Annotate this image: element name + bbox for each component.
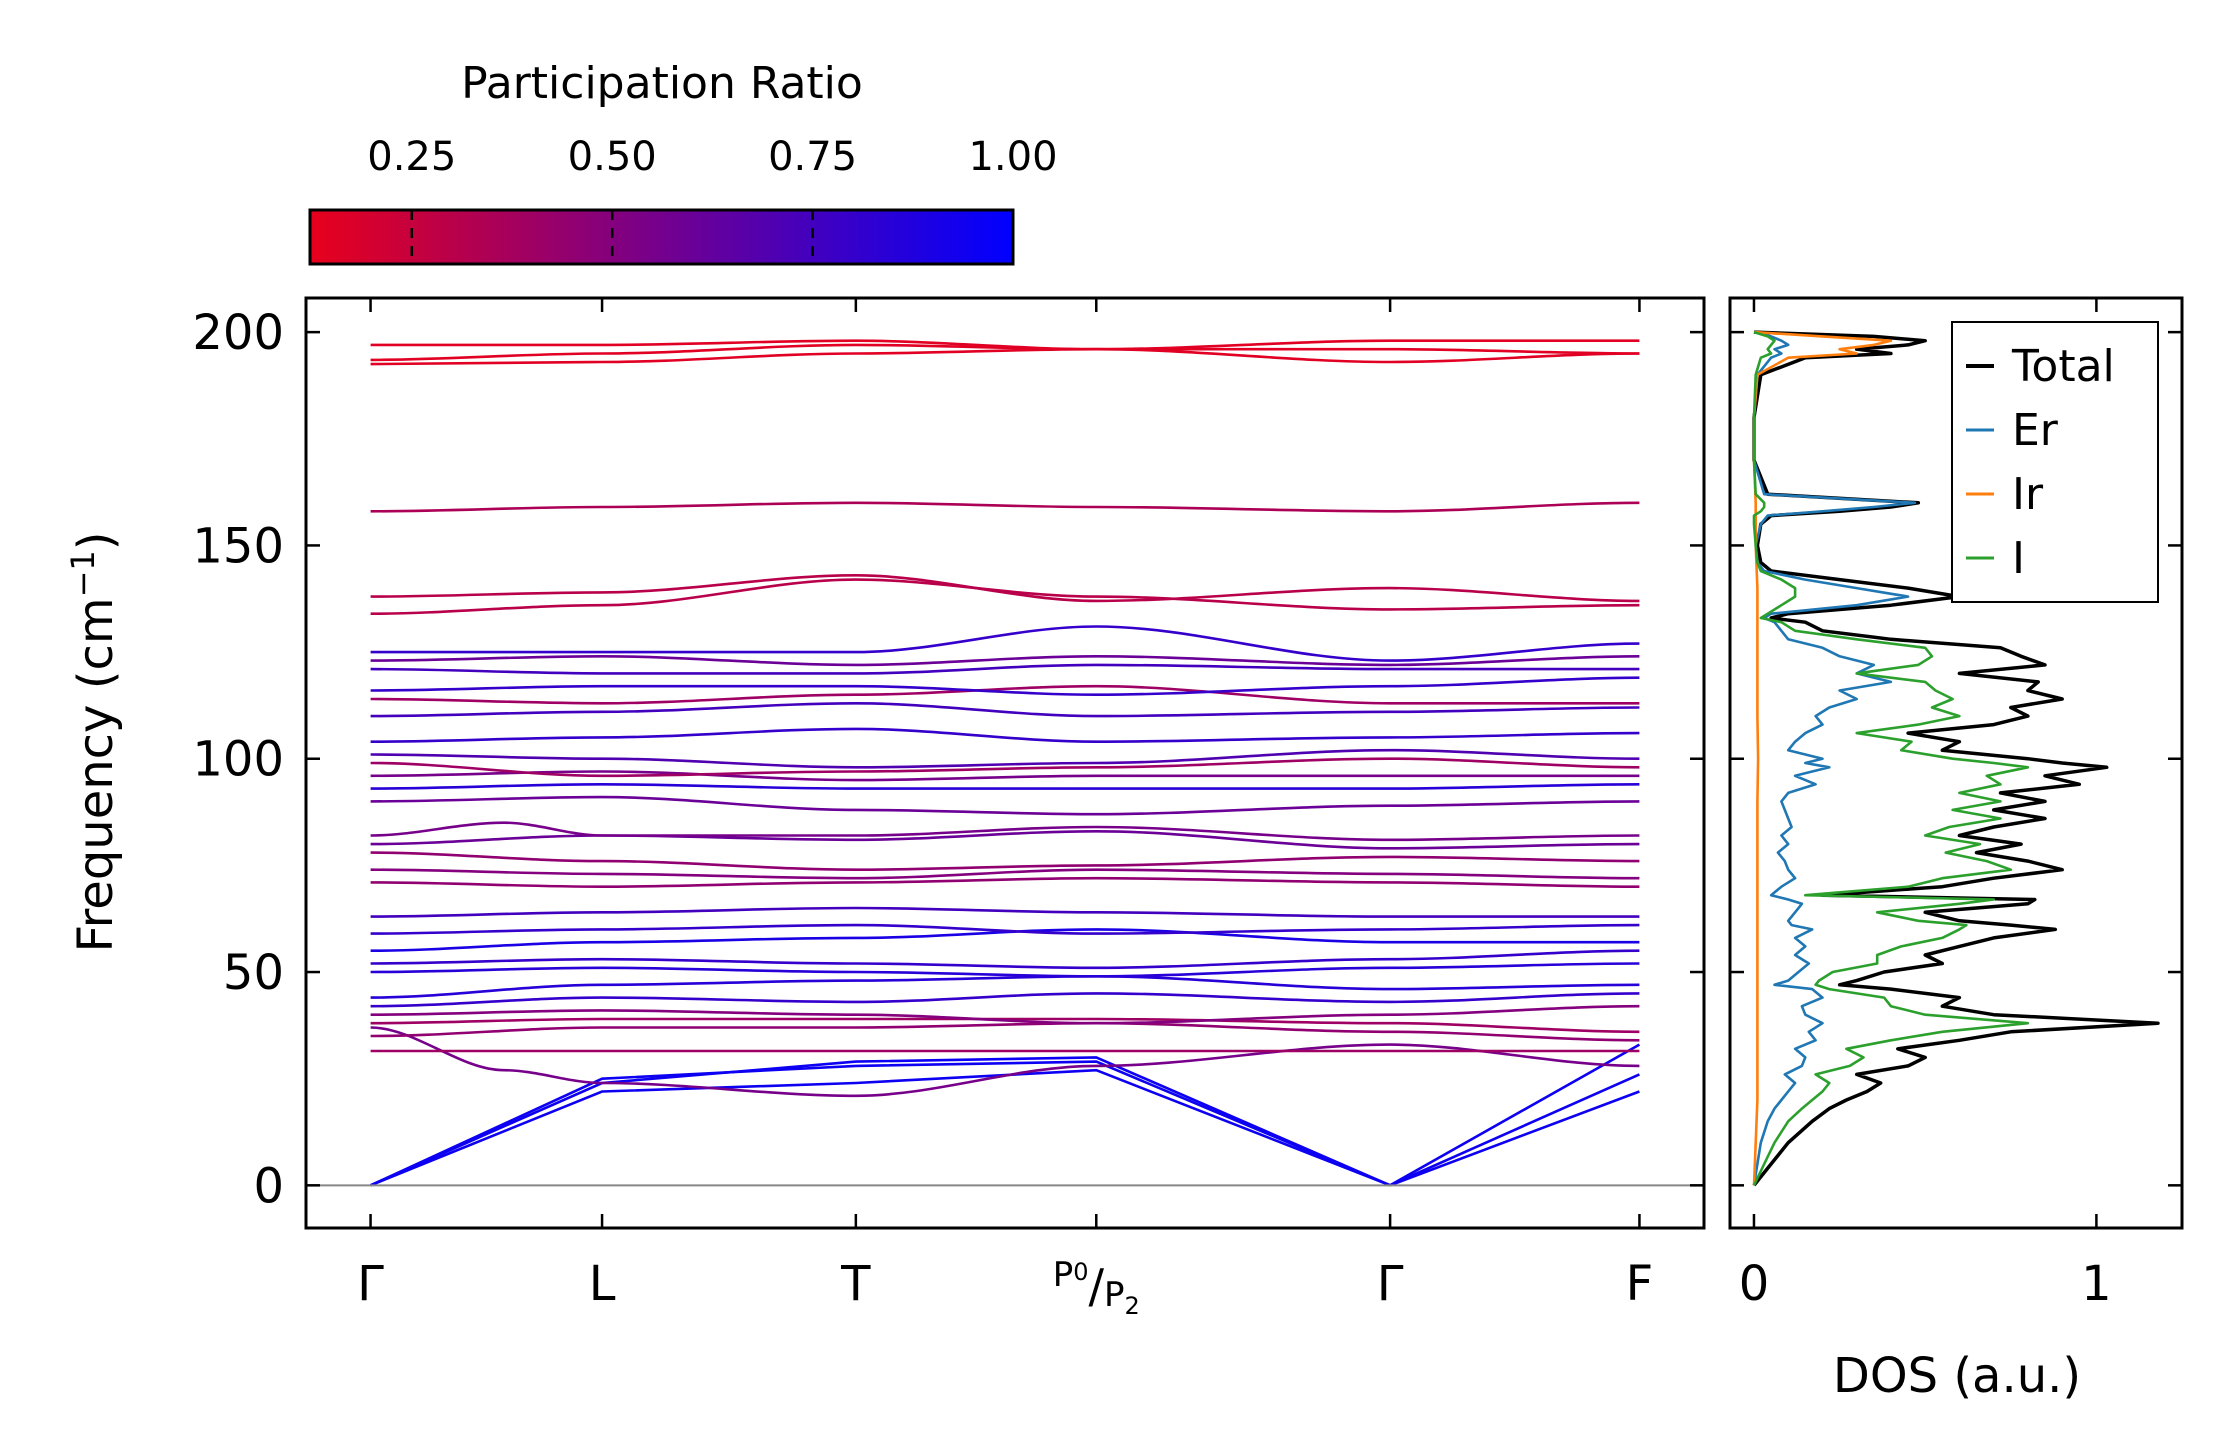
phonon-band-line bbox=[370, 876, 1640, 889]
phonon-band-line bbox=[370, 578, 1640, 615]
phonon-band-line bbox=[370, 962, 1640, 978]
dos-curve-er bbox=[1752, 330, 1917, 1186]
phonon-band-line bbox=[370, 727, 1640, 744]
colorbar-ticks: 0.25 0.50 0.75 1.00 bbox=[367, 134, 1058, 264]
k-point-label: P0/P2 bbox=[1053, 1255, 1140, 1320]
phonon-band-line bbox=[370, 795, 1640, 816]
phonon-band-line bbox=[370, 770, 1640, 782]
band-x-ticks: Γ L T P0/P2 Γ F bbox=[357, 298, 1653, 1320]
dos-x-tick-label: 1 bbox=[2081, 1256, 2112, 1312]
legend-entries: Total Er Ir I bbox=[1966, 341, 2115, 584]
phonon-band-line bbox=[370, 851, 1640, 872]
legend-label: Total bbox=[2011, 341, 2115, 392]
phonon-band-line bbox=[370, 829, 1640, 850]
phonon-band-line bbox=[1389, 1043, 1641, 1187]
phonon-band-line bbox=[370, 1004, 1640, 1025]
dos-x-tick-label: 0 bbox=[1739, 1256, 1770, 1312]
phonon-band-line bbox=[370, 782, 1640, 790]
legend-label: Er bbox=[2012, 405, 2059, 456]
dos-lines bbox=[1752, 330, 2160, 1187]
colorbar: Participation Ratio 0.25 0.50 0.75 1.00 bbox=[308, 58, 1058, 266]
y-axis-label: Frequency (cm−1) bbox=[64, 531, 124, 952]
phonon-band-line bbox=[1389, 1073, 1640, 1187]
phonon-band-line bbox=[370, 701, 1640, 718]
phonon-band-line bbox=[370, 928, 1640, 952]
band-structure-panel: 0 50 100 150 200 Γ L T P0/P2 Γ F Frequency (cm−1) bbox=[64, 296, 1706, 1320]
colorbar-tick-label: 0.25 bbox=[367, 134, 456, 180]
legend-label: Ir bbox=[2012, 469, 2044, 520]
colorbar-gradient bbox=[308, 208, 1015, 266]
phonon-band-line bbox=[370, 868, 1640, 880]
phonon-band-line bbox=[370, 1056, 1391, 1187]
x-axis-label: DOS (a.u.) bbox=[1833, 1348, 2081, 1404]
legend-label: I bbox=[2012, 533, 2025, 584]
phonon-band-line bbox=[370, 501, 1640, 513]
k-point-label: F bbox=[1626, 1256, 1654, 1312]
legend-box bbox=[1951, 321, 2159, 603]
dos-curve-i bbox=[1752, 330, 2030, 1186]
k-point-label: T bbox=[840, 1256, 871, 1312]
y-tick-label: 100 bbox=[192, 732, 284, 788]
colorbar-label: Participation Ratio bbox=[461, 58, 863, 109]
phonon-band-line bbox=[370, 663, 1640, 675]
band-plot-frame bbox=[304, 296, 1706, 1230]
phonon-band-line bbox=[370, 684, 1640, 705]
phonon-band-line bbox=[370, 748, 1640, 769]
phonon-band-line bbox=[370, 347, 1640, 366]
phonon-band-line bbox=[370, 625, 1640, 662]
colorbar-tick-label: 0.75 bbox=[768, 134, 857, 180]
k-point-label: Γ bbox=[1377, 1256, 1404, 1312]
dos-curve-ir bbox=[1752, 330, 1893, 1186]
phonon-band-line bbox=[370, 923, 1640, 935]
phonon-band-line bbox=[370, 974, 1640, 999]
k-point-label: Γ bbox=[357, 1256, 384, 1312]
dos-plot-frame bbox=[1728, 296, 2184, 1230]
phonon-band-line bbox=[370, 992, 1640, 1008]
band-y-ticks: 0 50 100 150 200 bbox=[192, 305, 1704, 1214]
phonon-band-line bbox=[370, 949, 1640, 970]
y-tick-label: 50 bbox=[223, 945, 284, 1001]
phonon-band-line bbox=[370, 343, 1640, 362]
colorbar-tick-label: 0.50 bbox=[568, 134, 657, 180]
phonon-band-line bbox=[370, 821, 1640, 842]
colorbar-tick-label: 1.00 bbox=[968, 134, 1057, 180]
phonon-band-line bbox=[370, 339, 1640, 351]
y-tick-label: 200 bbox=[192, 305, 284, 361]
y-tick-label: 0 bbox=[253, 1158, 284, 1214]
band-lines bbox=[370, 339, 1641, 1187]
phonon-band-line bbox=[370, 654, 1640, 667]
k-point-label: L bbox=[589, 1256, 616, 1312]
phonon-band-line bbox=[370, 757, 1640, 778]
phonon-band-line bbox=[370, 906, 1640, 918]
phonon-band-line bbox=[370, 1021, 1640, 1042]
phonon-band-line bbox=[1389, 1090, 1640, 1187]
phonon-band-line bbox=[370, 1060, 1391, 1187]
phonon-band-line bbox=[370, 573, 1640, 603]
phonon-band-line bbox=[370, 1026, 1640, 1098]
y-tick-label: 150 bbox=[192, 518, 284, 574]
legend: Total Er Ir I bbox=[1951, 321, 2159, 603]
phonon-band-line bbox=[370, 1068, 1391, 1187]
phonon-band-line bbox=[370, 676, 1640, 697]
